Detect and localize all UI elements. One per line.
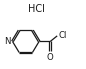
Text: Cl: Cl [58,31,67,40]
Text: HCl: HCl [28,4,45,14]
Text: O: O [47,53,54,62]
Text: N: N [4,37,10,46]
